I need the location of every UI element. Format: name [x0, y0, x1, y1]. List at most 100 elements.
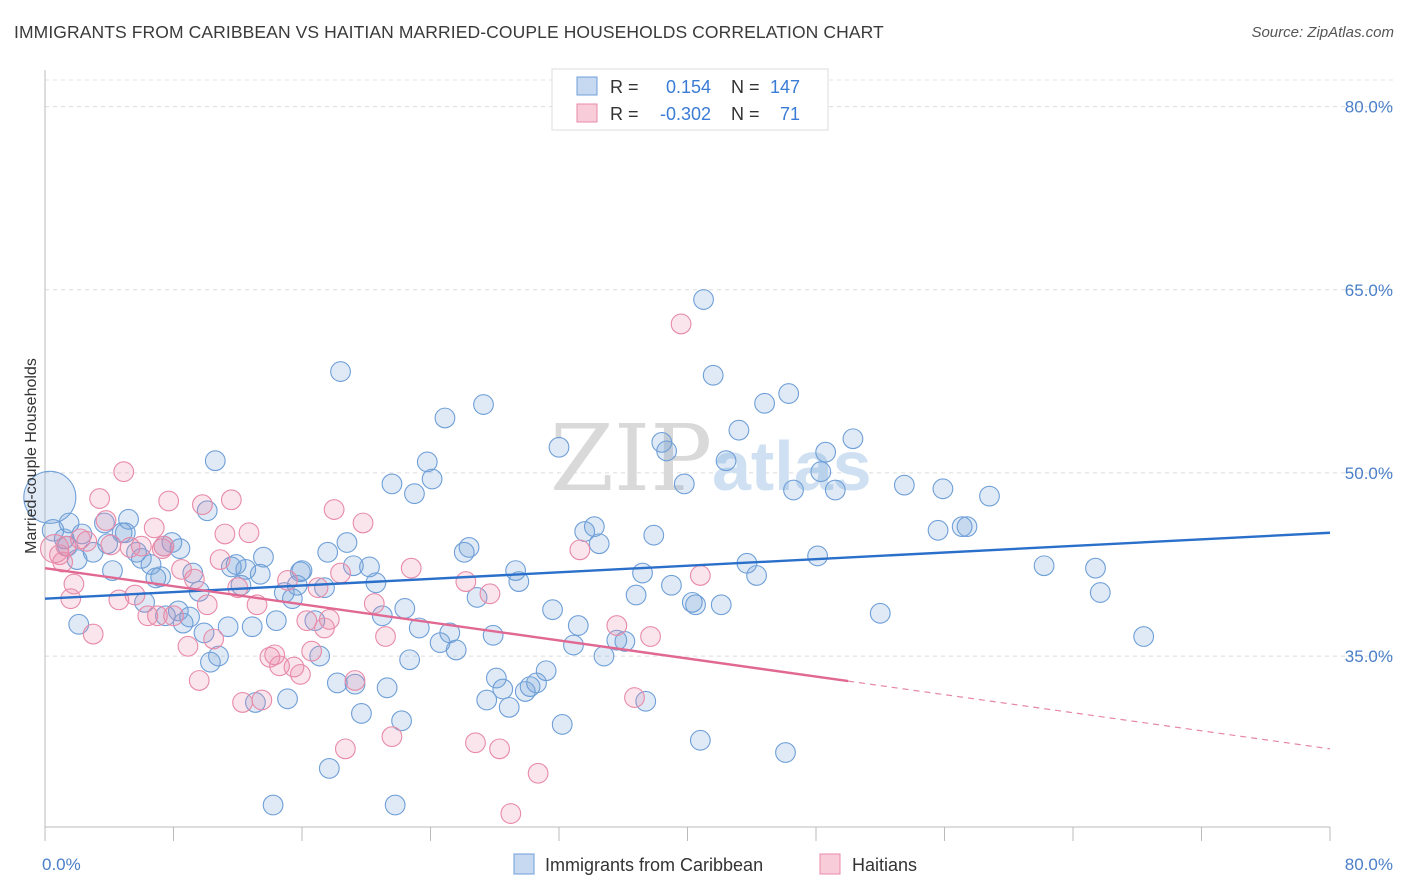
point-caribbean [225, 554, 247, 575]
data-points [23, 289, 1155, 824]
point-haitian [143, 517, 165, 539]
point-caribbean [673, 473, 695, 495]
point-haitian [220, 489, 242, 511]
point-caribbean [262, 794, 284, 816]
point-caribbean [567, 615, 589, 636]
point-haitian [63, 573, 85, 595]
point-caribbean [689, 729, 711, 751]
trend-lines [44, 531, 1331, 750]
stats-n-label-1: N = [731, 77, 760, 97]
point-haitian [251, 689, 273, 711]
point-caribbean [535, 660, 557, 682]
point-caribbean [656, 440, 678, 462]
point-caribbean [434, 407, 456, 429]
point-caribbean [548, 436, 570, 458]
point-caribbean [715, 450, 737, 472]
legend-swatch-haitians [819, 853, 841, 875]
point-haitian [375, 626, 396, 647]
point-caribbean [381, 473, 403, 495]
point-haitian [183, 568, 205, 590]
stats-r-value-2: -0.302 [660, 104, 711, 124]
point-haitian [323, 499, 345, 520]
point-haitian [296, 610, 318, 632]
point-caribbean [118, 508, 139, 530]
point-caribbean [1089, 582, 1111, 603]
point-caribbean [482, 624, 504, 646]
trend-line-haitians-extrapolated [848, 680, 1331, 750]
point-caribbean [394, 598, 416, 619]
legend-label-caribbean: Immigrants from Caribbean [545, 855, 763, 875]
y-axis-title: Married-couple Households [23, 358, 40, 554]
point-caribbean [41, 519, 65, 542]
point-haitian [307, 577, 329, 599]
point-caribbean [458, 536, 480, 558]
point-haitian [670, 313, 692, 335]
point-caribbean [932, 478, 954, 500]
point-caribbean [783, 479, 804, 501]
point-caribbean [217, 616, 239, 638]
point-caribbean [606, 629, 628, 651]
y-tick-label: 35.0% [1345, 647, 1393, 666]
point-caribbean [399, 649, 421, 671]
point-caribbean [498, 696, 520, 718]
point-haitian [232, 692, 253, 713]
point-haitian [163, 605, 184, 627]
point-caribbean [102, 560, 123, 581]
point-caribbean [492, 678, 514, 700]
point-caribbean [408, 617, 430, 639]
point-caribbean [635, 690, 657, 712]
trend-line-haitians [44, 566, 849, 683]
point-haitian [640, 626, 661, 647]
point-caribbean [130, 547, 152, 569]
point-caribbean [208, 645, 229, 667]
point-caribbean [643, 524, 665, 546]
point-caribbean [869, 602, 891, 624]
stats-legend: R = 0.154 N = 147 R = -0.302 N = 71 [551, 68, 829, 131]
point-haitian [334, 738, 356, 760]
point-caribbean [277, 688, 298, 710]
point-caribbean [359, 556, 380, 578]
point-haitian [624, 687, 645, 708]
y-tick-label: 50.0% [1345, 464, 1393, 483]
point-haitian [289, 663, 311, 685]
point-caribbean [384, 794, 406, 816]
point-caribbean [150, 566, 172, 588]
point-caribbean [810, 461, 832, 483]
point-caribbean [661, 574, 682, 596]
point-caribbean [956, 516, 978, 538]
point-haitian [301, 640, 323, 662]
point-caribbean [593, 645, 615, 667]
point-caribbean [342, 555, 364, 577]
point-caribbean [778, 383, 800, 404]
point-caribbean [1133, 626, 1155, 647]
watermark-zip: ZIP [550, 405, 712, 512]
point-haitian [188, 670, 210, 691]
series-legend: Immigrants from Caribbean Haitians [513, 853, 917, 875]
point-caribbean [336, 532, 358, 553]
stats-r-value-1: 0.154 [666, 77, 711, 97]
point-caribbean [265, 610, 287, 632]
point-haitian [500, 803, 522, 824]
axes [44, 70, 1331, 841]
point-haitian [264, 644, 286, 666]
point-caribbean [632, 562, 653, 584]
point-caribbean [1033, 555, 1055, 577]
point-caribbean [155, 605, 176, 627]
point-caribbean [241, 616, 263, 638]
point-caribbean [317, 541, 339, 563]
point-caribbean [710, 594, 732, 616]
stats-legend-box [551, 68, 829, 131]
point-haitian [100, 534, 122, 556]
point-haitian [209, 549, 231, 571]
point-caribbean [1085, 557, 1106, 579]
point-caribbean [404, 483, 425, 505]
stats-n-value-2: 71 [780, 104, 800, 124]
point-haitian [352, 512, 374, 534]
point-caribbean [351, 703, 372, 724]
tick-labels: 35.0% 50.0% 65.0% 80.0% 0.0% 80.0% [42, 98, 1393, 874]
stats-swatch-caribbean [576, 76, 598, 96]
point-caribbean [702, 364, 724, 386]
point-haitian [330, 562, 351, 584]
point-caribbean [253, 546, 274, 568]
